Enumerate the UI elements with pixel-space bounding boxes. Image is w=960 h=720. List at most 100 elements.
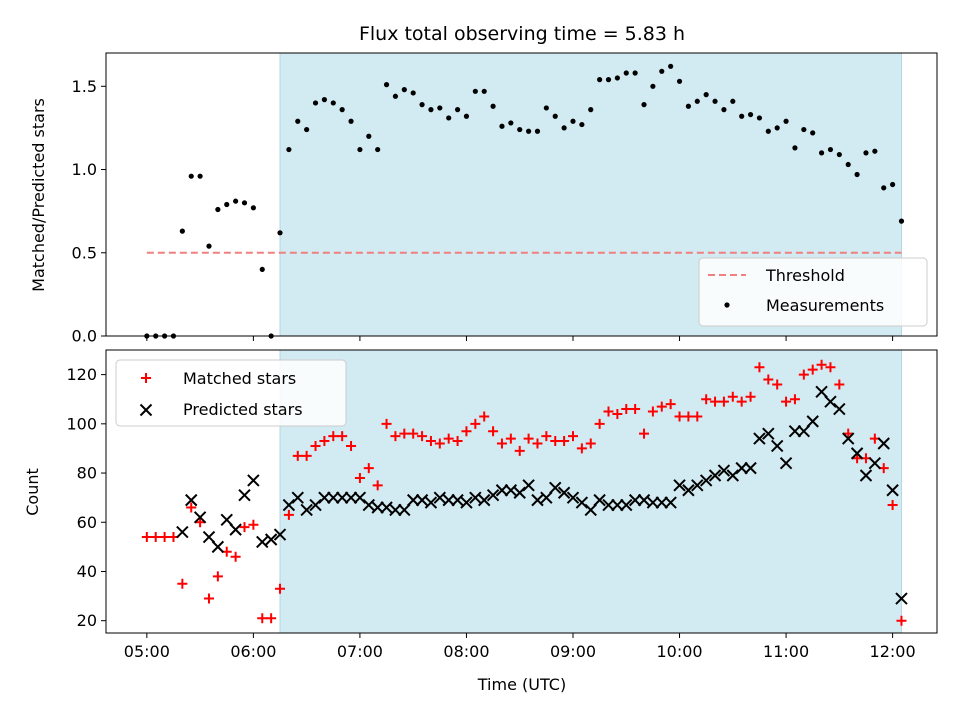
matched-point [496, 438, 507, 449]
matched-point [505, 433, 516, 444]
measurement-point [747, 111, 754, 118]
measurement-point [295, 118, 301, 124]
measurement-point [179, 228, 185, 234]
predicted-point [806, 415, 819, 428]
matched-point [585, 438, 596, 449]
predicted-point [797, 425, 811, 438]
legend-predicted-label: Predicted stars [183, 400, 303, 419]
x-tick-label: 11:00 [763, 642, 809, 661]
matched-point [798, 369, 809, 380]
measurement-point [765, 128, 771, 134]
measurement-point [872, 148, 878, 154]
measurement-point [481, 88, 487, 94]
predicted-point [593, 493, 606, 507]
measurement-point [588, 107, 594, 113]
matched-point [399, 428, 410, 439]
measurement-point [188, 173, 194, 179]
matched-point [754, 362, 765, 373]
measurement-point [570, 118, 576, 124]
matched-point [843, 428, 854, 439]
top-panel: 0.0 0.5 1.0 1.5 Threshold Measurements [72, 52, 938, 346]
matched-point [612, 408, 623, 419]
predicted-point [717, 464, 731, 477]
predicted-point [895, 592, 908, 605]
predicted-point [247, 474, 260, 487]
predicted-point [478, 493, 491, 507]
matched-point [346, 440, 357, 451]
predicted-point [770, 439, 784, 453]
predicted-point [309, 498, 322, 512]
measurement-point [517, 126, 523, 133]
matched-point [736, 396, 747, 407]
predicted-point [451, 493, 464, 507]
predicted-point [735, 461, 748, 475]
measurement-point [312, 100, 319, 106]
matched-point [772, 379, 783, 390]
matched-point [417, 431, 428, 442]
predicted-point [877, 437, 890, 450]
matched-point [275, 583, 286, 594]
matched-point [266, 613, 277, 624]
matched-point [550, 436, 561, 447]
matched-point [683, 411, 694, 422]
predicted-point [788, 425, 802, 438]
matched-point [692, 411, 703, 422]
measurement-point [330, 100, 336, 106]
predicted-point [273, 528, 287, 541]
matched-point [594, 418, 605, 429]
measurement-point [676, 78, 683, 84]
predicted-point [460, 496, 473, 509]
predicted-point [282, 498, 296, 512]
matched-point [523, 433, 534, 444]
matched-point [567, 431, 578, 442]
predicted-point [637, 493, 651, 507]
predicted-point [620, 498, 633, 512]
predicted-point [362, 498, 376, 512]
measurement-point [366, 133, 372, 139]
measurement-point [463, 113, 470, 119]
predicted-point [850, 447, 864, 460]
matched-point [630, 404, 641, 415]
chart-title: Flux total observing time = 5.83 h [359, 23, 685, 45]
measurement-point [428, 107, 434, 113]
measurement-point [801, 126, 807, 133]
matched-point [816, 359, 827, 370]
measurement-point [703, 92, 709, 98]
matched-point [390, 431, 401, 442]
predicted-point [531, 493, 544, 507]
matched-point [337, 431, 348, 442]
matched-point [328, 431, 339, 442]
measurement-point [304, 126, 310, 133]
predicted-point [779, 456, 793, 470]
measurement-point [383, 82, 390, 88]
predicted-point [327, 491, 340, 504]
predicted-point [486, 488, 500, 502]
matched-point [887, 500, 898, 511]
measurement-point [827, 146, 834, 153]
matched-point [541, 431, 552, 442]
measurement-point [508, 120, 514, 126]
matched-point [532, 438, 543, 449]
measurement-point [339, 107, 345, 113]
matched-point [789, 394, 800, 405]
matched-point [710, 396, 721, 407]
measurement-point [854, 171, 860, 178]
measurement-point [419, 102, 425, 108]
predicted-point [264, 533, 278, 546]
predicted-point [859, 469, 873, 482]
matched-point [408, 428, 419, 439]
measurement-point [597, 77, 603, 83]
measurement-point [321, 97, 328, 103]
predicted-point [238, 488, 251, 502]
axes-frame [105, 52, 938, 337]
measurement-point [605, 77, 612, 83]
measurement-point [197, 173, 203, 179]
predicted-point [868, 456, 882, 470]
x-tick-label: 10:00 [656, 642, 702, 661]
predicted-point [815, 385, 828, 399]
matched-point [639, 428, 650, 439]
matched-point [647, 406, 658, 417]
predicted-point [415, 493, 429, 507]
measurement-point [401, 87, 407, 93]
